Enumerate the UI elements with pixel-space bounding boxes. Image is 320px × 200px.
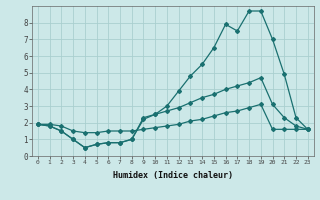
- X-axis label: Humidex (Indice chaleur): Humidex (Indice chaleur): [113, 171, 233, 180]
